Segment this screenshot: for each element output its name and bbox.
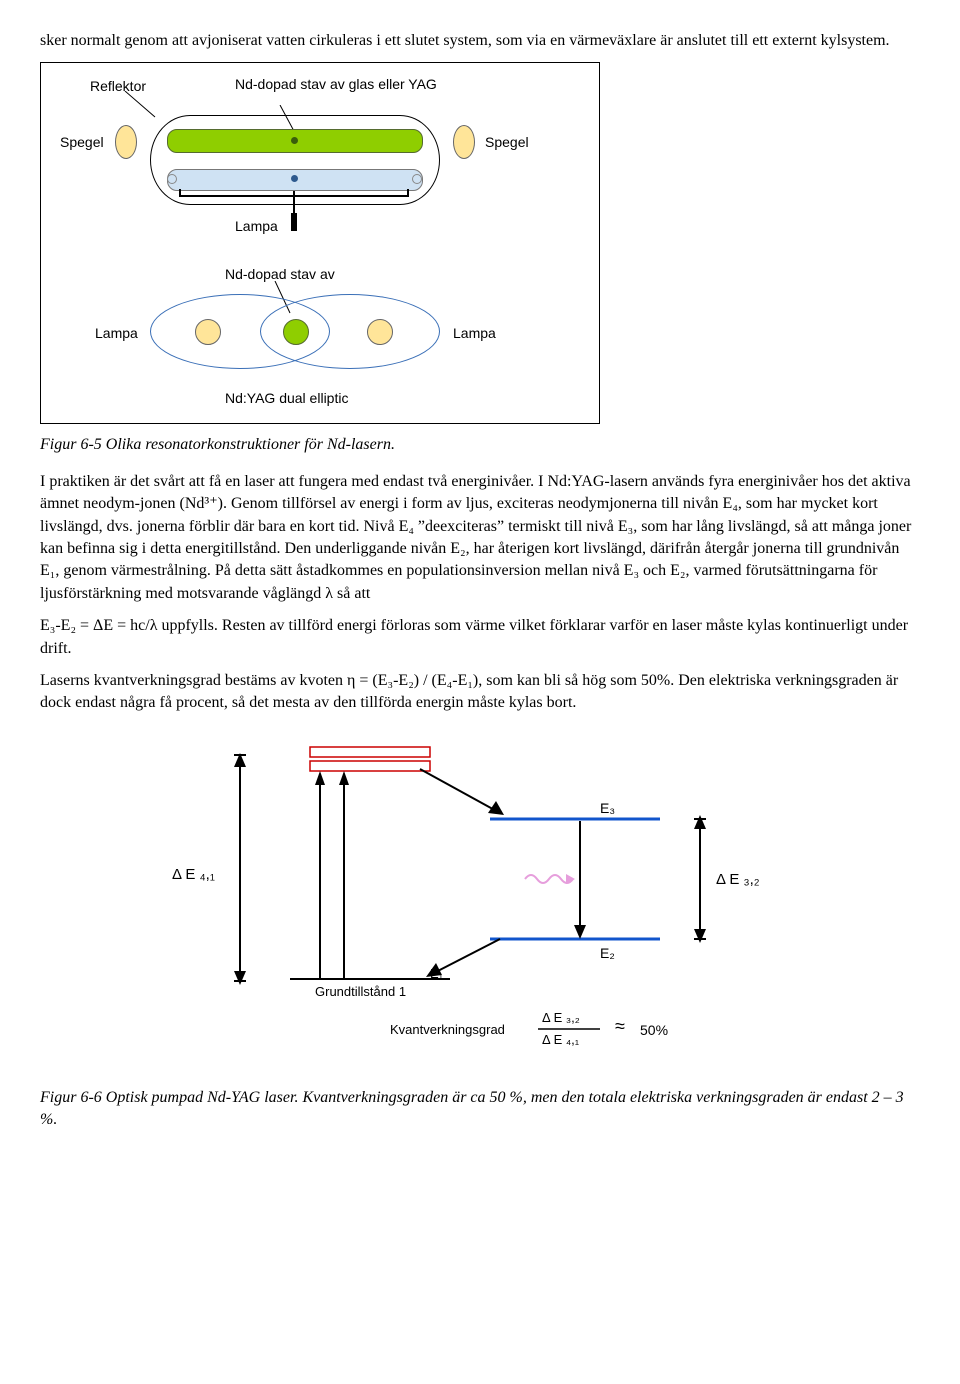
ratio-top: Δ E ₃,₂ [542, 1009, 580, 1027]
svg-text:≈: ≈ [615, 1016, 625, 1036]
figure-6-5-box: Reflektor Nd-dopad stav av glas eller YA… [40, 62, 600, 424]
ratio-bottom: Δ E ₄,₁ [542, 1031, 579, 1049]
dual-elliptic-label: Nd:YAG dual elliptic [225, 389, 348, 409]
e2-label: E₂ [600, 944, 615, 964]
lampa-label: Lampa [235, 217, 278, 237]
nd-dopad-label: Nd-dopad stav av glas eller YAG [235, 77, 437, 92]
spegel-left-label: Spegel [60, 133, 104, 153]
e3-label: E₃ [600, 799, 615, 819]
mirror-left [115, 125, 137, 159]
paragraph-2: I praktiken är det svårt att få en laser… [40, 471, 920, 605]
pointer-reflektor [115, 91, 165, 123]
intro-paragraph: sker normalt genom att avjoniserat vatte… [40, 30, 920, 52]
paragraph-4: Laserns kvantverkningsgrad bestäms av kv… [40, 670, 920, 715]
grundtilstand-label: Grundtillstånd 1 [315, 983, 406, 1001]
de32-label: Δ E ₃,₂ [716, 869, 760, 890]
kvantverkningsgrad-label: Kvantverkningsgrad [390, 1021, 505, 1039]
lamp-base-tick-l [179, 189, 181, 197]
paragraph-3: E₃-E₂ = ΔE = hc/λ uppfylls. Resten av ti… [40, 615, 920, 660]
energy-level-diagram: ≈ E₃ E₂ E₁ Δ E ₄,₁ Δ E ₃,₂ Grundtillstån… [120, 729, 840, 1079]
e1-label: E₁ [430, 965, 443, 983]
spegel-right-label: Spegel [485, 133, 529, 153]
lampa-right-label: Lampa [453, 324, 496, 344]
lamp-terminal [291, 213, 297, 231]
fifty-percent: 50% [640, 1021, 668, 1041]
lamp-base-line [181, 195, 407, 197]
mirror-right [453, 125, 475, 159]
lampa-left-label: Lampa [95, 324, 138, 344]
dual-elliptic-diagram: Nd-dopad stav av Lampa Lampa Nd:YAG dual… [55, 269, 575, 409]
figure-6-6-caption: Figur 6-6 Optisk pumpad Nd-YAG laser. Kv… [40, 1087, 920, 1132]
lamp-base-tick-r [407, 189, 409, 197]
figure-6-5-caption: Figur 6-5 Olika resonatorkonstruktioner … [40, 434, 920, 456]
resonator-diagram: Reflektor Nd-dopad stav av glas eller YA… [55, 77, 575, 247]
de41-label: Δ E ₄,₁ [172, 864, 215, 885]
